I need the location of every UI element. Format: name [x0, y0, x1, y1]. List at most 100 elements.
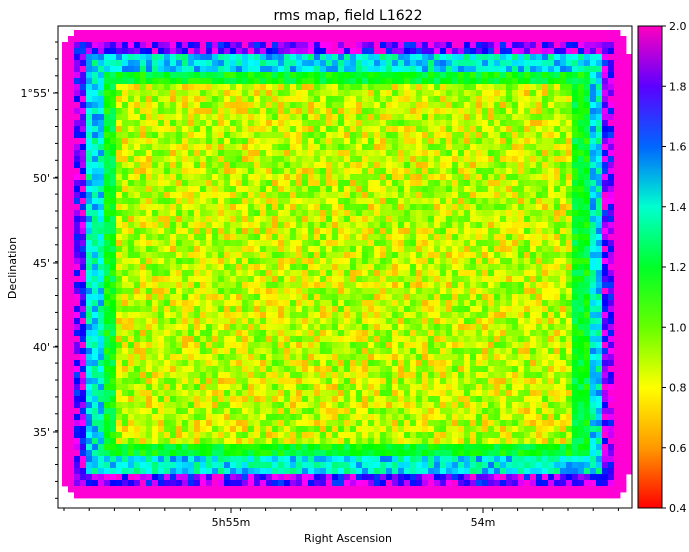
heatmap-cell [374, 336, 381, 343]
heatmap-cell [308, 336, 315, 343]
heatmap-cell [410, 258, 417, 265]
heatmap-cell [560, 318, 567, 325]
heatmap-cell [614, 210, 621, 217]
heatmap-cell [200, 54, 207, 61]
heatmap-cell [200, 222, 207, 229]
heatmap-cell [428, 234, 435, 241]
heatmap-cell [572, 180, 579, 187]
heatmap-cell [308, 318, 315, 325]
heatmap-cell [404, 90, 411, 97]
heatmap-cell [584, 252, 591, 259]
heatmap-cell [296, 252, 303, 259]
heatmap-cell [458, 138, 465, 145]
heatmap-cell [170, 318, 177, 325]
heatmap-cell [626, 144, 633, 151]
heatmap-cell [362, 288, 369, 295]
heatmap-cell [86, 192, 93, 199]
heatmap-cell [80, 66, 87, 73]
heatmap-cell [476, 102, 483, 109]
heatmap-cell [104, 150, 111, 157]
heatmap-cell [320, 324, 327, 331]
heatmap-cell [536, 192, 543, 199]
heatmap-cell [224, 336, 231, 343]
heatmap-cell [446, 192, 453, 199]
heatmap-cell [224, 120, 231, 127]
heatmap-cell [470, 132, 477, 139]
heatmap-cell [254, 78, 261, 85]
heatmap-cell [68, 258, 75, 265]
heatmap-cell [584, 294, 591, 301]
heatmap-cell [614, 108, 621, 115]
heatmap-cell [422, 138, 429, 145]
heatmap-cell [86, 228, 93, 235]
heatmap-cell [530, 54, 537, 61]
heatmap-cell [296, 336, 303, 343]
heatmap-cell [590, 282, 597, 289]
heatmap-cell [194, 330, 201, 337]
heatmap-cell [398, 264, 405, 271]
heatmap-cell [554, 42, 561, 49]
heatmap-cell [338, 84, 345, 91]
heatmap-cell [74, 246, 81, 253]
heatmap-cell [230, 234, 237, 241]
heatmap-cell [176, 300, 183, 307]
heatmap-cell [116, 174, 123, 181]
heatmap-cell [176, 72, 183, 79]
heatmap-cell [218, 234, 225, 241]
heatmap-cell [470, 108, 477, 115]
heatmap-cell [566, 96, 573, 103]
heatmap-cell [92, 108, 99, 115]
heatmap-cell [524, 126, 531, 133]
heatmap-cell [164, 72, 171, 79]
heatmap-cell [350, 282, 357, 289]
heatmap-cell [494, 96, 501, 103]
heatmap-cell [446, 282, 453, 289]
heatmap-cell [620, 48, 627, 55]
heatmap-cell [74, 48, 81, 55]
heatmap-cell [74, 300, 81, 307]
heatmap-cell [188, 66, 195, 73]
heatmap-cell [110, 132, 117, 139]
heatmap-cell [608, 330, 615, 337]
heatmap-cell [560, 312, 567, 319]
heatmap-cell [572, 126, 579, 133]
heatmap-cell [476, 252, 483, 259]
heatmap-cell [278, 270, 285, 277]
heatmap-cell [110, 42, 117, 49]
heatmap-cell [170, 126, 177, 133]
heatmap-cell [134, 162, 141, 169]
heatmap-cell [236, 282, 243, 289]
heatmap-cell [200, 216, 207, 223]
heatmap-cell [572, 108, 579, 115]
heatmap-cell [500, 288, 507, 295]
heatmap-cell [86, 270, 93, 277]
heatmap-cell [200, 192, 207, 199]
heatmap-cell [446, 264, 453, 271]
heatmap-cell [410, 234, 417, 241]
heatmap-cell [392, 312, 399, 319]
heatmap-cell [572, 240, 579, 247]
heatmap-cell [80, 90, 87, 97]
heatmap-cell [62, 54, 69, 61]
heatmap-cell [380, 282, 387, 289]
heatmap-cell [596, 42, 603, 49]
heatmap-cell [134, 150, 141, 157]
heatmap-cell [122, 78, 129, 85]
heatmap-cell [440, 246, 447, 253]
heatmap-cell [326, 246, 333, 253]
heatmap-cell [152, 228, 159, 235]
heatmap-cell [440, 288, 447, 295]
heatmap-cell [356, 312, 363, 319]
heatmap-cell [104, 216, 111, 223]
heatmap-cell [356, 126, 363, 133]
heatmap-cell [524, 312, 531, 319]
heatmap-cell [122, 216, 129, 223]
heatmap-cell [254, 156, 261, 163]
heatmap-cell [80, 276, 87, 283]
heatmap-cell [116, 48, 123, 55]
heatmap-cell [416, 276, 423, 283]
heatmap-cell [584, 150, 591, 157]
heatmap-cell [260, 294, 267, 301]
heatmap-cell [542, 144, 549, 151]
heatmap-cell [608, 288, 615, 295]
